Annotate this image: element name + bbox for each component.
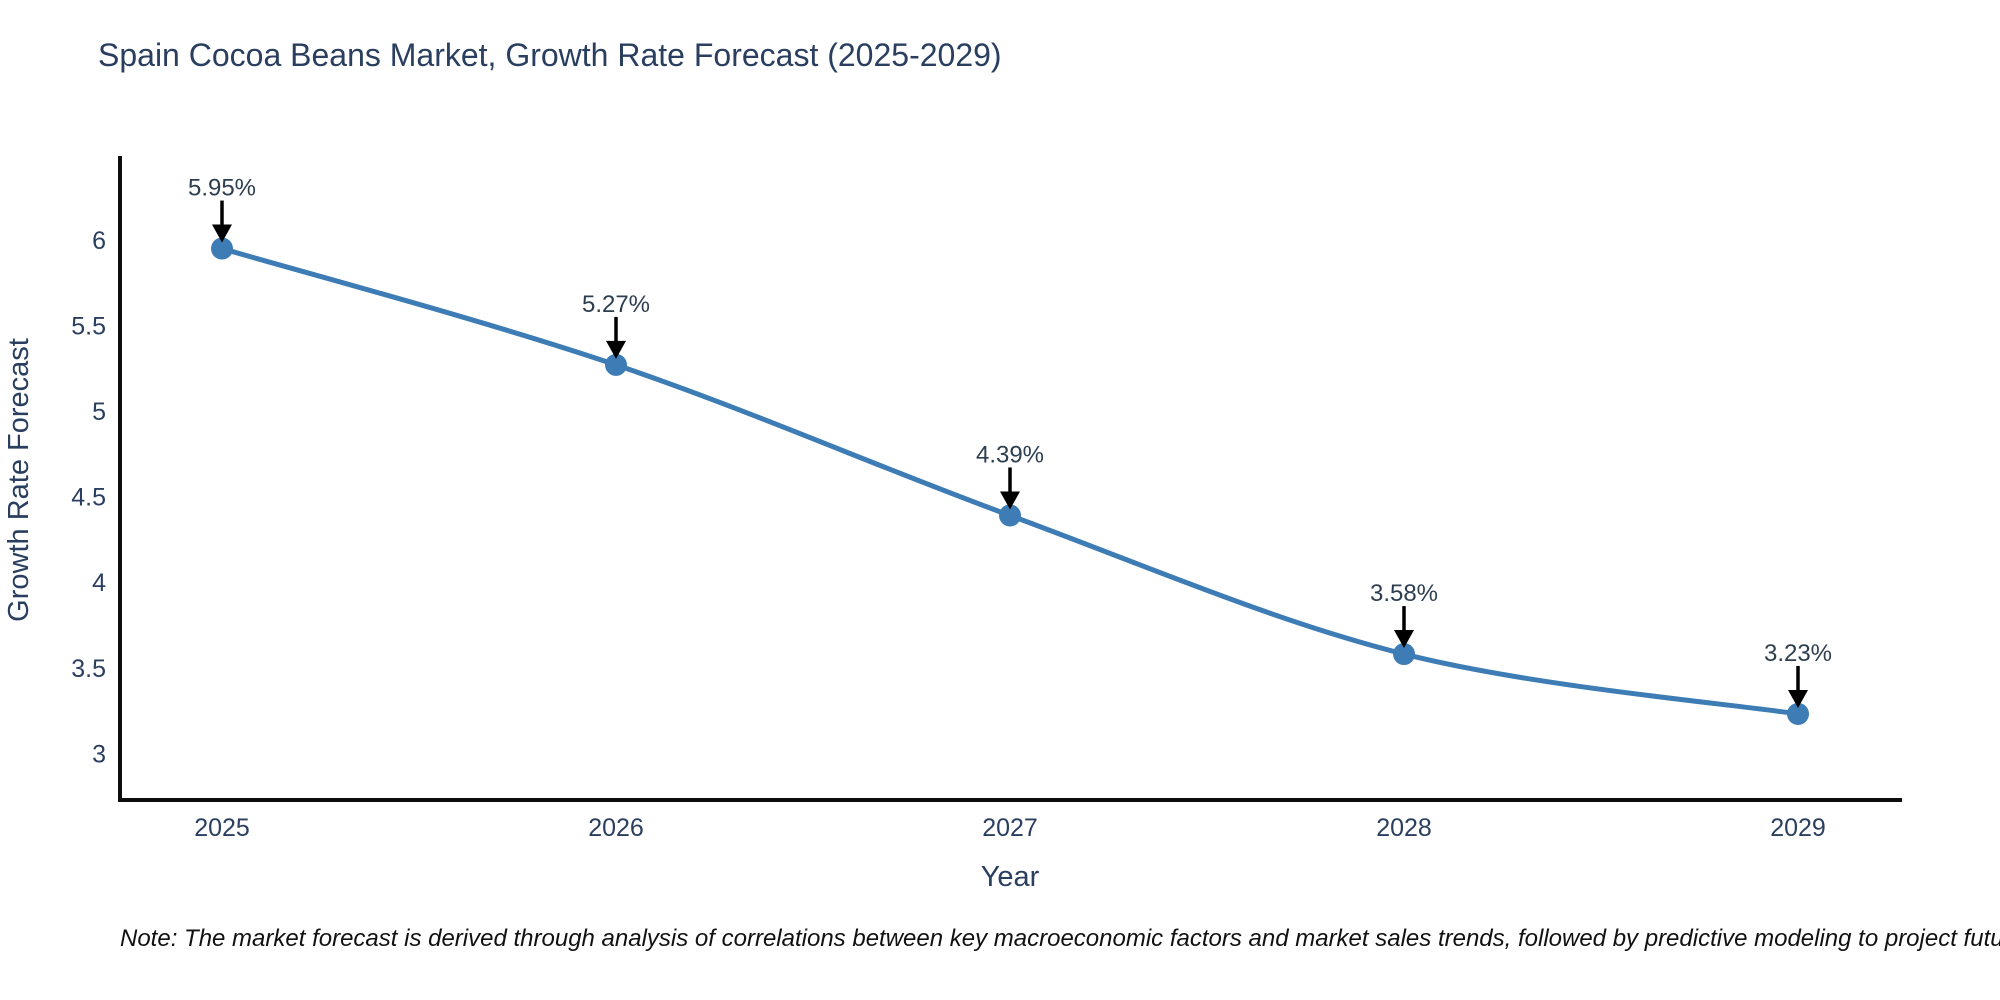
y-tick-label: 4.5 <box>71 484 106 512</box>
y-axis-title: Growth Rate Forecast <box>3 338 35 622</box>
data-point-marker[interactable] <box>1393 643 1415 666</box>
x-tick-label: 2027 <box>982 814 1038 842</box>
y-tick-label: 5.5 <box>71 313 106 341</box>
x-tick-label: 2025 <box>194 814 250 842</box>
data-point-label: 3.58% <box>1370 580 1438 607</box>
data-point-label: 5.95% <box>188 175 256 202</box>
x-axis-title: Year <box>981 861 1040 893</box>
chart-title: Spain Cocoa Beans Market, Growth Rate Fo… <box>98 37 1002 73</box>
annotation-arrow-icon <box>1000 491 1020 510</box>
y-tick-label: 6 <box>92 227 106 255</box>
footnote: Note: The market forecast is derived thr… <box>120 925 2000 952</box>
annotation-arrow-icon <box>1394 630 1414 649</box>
data-point-marker[interactable] <box>211 237 233 260</box>
annotation-arrow-icon <box>1788 689 1808 708</box>
y-tick-label: 4 <box>92 569 106 597</box>
x-tick-label: 2029 <box>1770 814 1826 842</box>
x-tick-label: 2028 <box>1376 814 1432 842</box>
data-point-label: 3.23% <box>1764 640 1832 667</box>
y-tick-label: 3.5 <box>71 655 106 683</box>
data-point-marker[interactable] <box>605 353 627 376</box>
annotation-arrow-icon <box>606 340 626 359</box>
y-tick-label: 3 <box>92 740 106 768</box>
data-point-label: 4.39% <box>976 441 1044 468</box>
annotation-arrow-icon <box>212 224 232 243</box>
x-tick-label: 2026 <box>588 814 644 842</box>
plot-area: 3 3.5 4 4.5 5 5.5 6 2025 2026 2027 2028 2029 5.95% 5.… <box>71 156 1902 842</box>
data-point-label: 5.27% <box>582 291 650 318</box>
y-tick-label: 5 <box>92 398 106 426</box>
data-point-marker[interactable] <box>1787 702 1809 725</box>
data-point-marker[interactable] <box>999 504 1021 527</box>
